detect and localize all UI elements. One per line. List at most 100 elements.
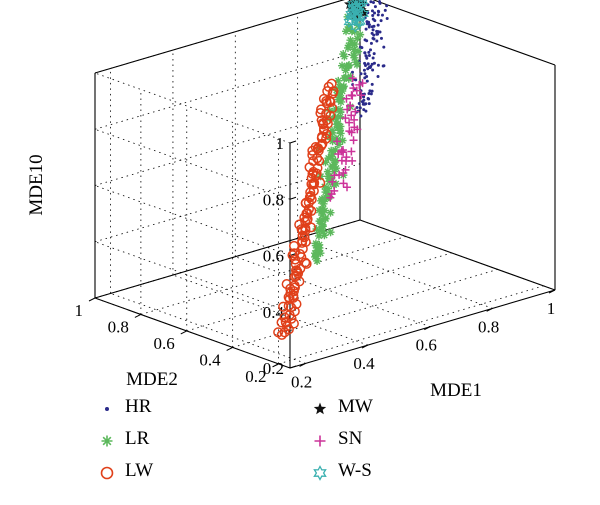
point-hr bbox=[375, 30, 379, 34]
point-hr bbox=[350, 70, 354, 74]
point-sn bbox=[328, 177, 337, 186]
point-hr bbox=[375, 39, 379, 43]
z-tick bbox=[289, 140, 297, 144]
point-sn bbox=[343, 183, 352, 192]
point-lr bbox=[320, 231, 329, 240]
y-tick bbox=[272, 363, 279, 368]
point-sn bbox=[351, 107, 360, 116]
point-lw bbox=[322, 86, 333, 97]
point-lr bbox=[338, 87, 347, 96]
point-lr bbox=[311, 251, 320, 260]
point-lr bbox=[332, 164, 341, 173]
point-lr bbox=[343, 43, 352, 52]
point-lr bbox=[331, 179, 340, 188]
point-hr bbox=[378, 0, 382, 4]
point-hr bbox=[378, 30, 382, 34]
point-hr bbox=[367, 102, 371, 106]
point-hr bbox=[372, 61, 376, 65]
point-ws bbox=[353, 0, 364, 8]
point-hr bbox=[369, 41, 373, 45]
point-hr bbox=[371, 28, 375, 32]
point-lr bbox=[336, 122, 345, 131]
point-lr bbox=[346, 36, 355, 45]
point-sn bbox=[342, 94, 351, 103]
point-hr bbox=[363, 51, 367, 55]
grid-line bbox=[94, 241, 291, 313]
point-sn bbox=[347, 147, 356, 156]
point-hr bbox=[363, 72, 367, 76]
point-hr bbox=[376, 74, 380, 78]
x-tick-label: 1 bbox=[547, 299, 556, 318]
y-tick bbox=[88, 297, 96, 302]
point-lr bbox=[313, 256, 322, 265]
point-hr bbox=[372, 33, 376, 37]
point-lr bbox=[323, 188, 332, 197]
axis-box-edge bbox=[372, 0, 556, 66]
x-tick bbox=[299, 362, 306, 367]
point-lr bbox=[342, 27, 351, 36]
point-lw bbox=[321, 95, 332, 107]
point-lr bbox=[353, 60, 362, 69]
grid-line bbox=[94, 50, 361, 130]
point-hr bbox=[385, 17, 389, 21]
grid-line bbox=[186, 252, 452, 332]
point-lw bbox=[314, 155, 325, 166]
point-hr bbox=[368, 89, 372, 93]
point-hr bbox=[385, 4, 389, 8]
point-hr bbox=[359, 114, 363, 118]
point-sn bbox=[347, 111, 356, 120]
point-lr bbox=[340, 74, 349, 83]
point-hr bbox=[362, 98, 366, 102]
x-tick bbox=[548, 289, 556, 294]
point-lr bbox=[336, 105, 345, 114]
grid-line bbox=[140, 236, 406, 315]
point-hr bbox=[379, 36, 383, 40]
grid-line bbox=[94, 128, 291, 200]
point-hr bbox=[373, 5, 377, 9]
grid-line bbox=[94, 107, 361, 186]
point-sn bbox=[349, 136, 358, 145]
point-lr bbox=[318, 220, 327, 229]
point-sn bbox=[345, 118, 354, 127]
point-lr bbox=[314, 231, 323, 240]
point-lr bbox=[353, 34, 362, 43]
point-lr bbox=[334, 89, 343, 98]
z-tick-label: 0.6 bbox=[263, 247, 284, 266]
point-lw bbox=[290, 258, 301, 270]
point-hr bbox=[360, 46, 364, 50]
point-sn bbox=[347, 91, 356, 100]
point-hr bbox=[369, 0, 373, 4]
point-lw bbox=[325, 110, 336, 121]
point-lr bbox=[321, 158, 330, 167]
point-lw bbox=[294, 249, 306, 260]
grid-line bbox=[94, 0, 345, 74]
z-tick bbox=[289, 196, 297, 200]
y-tick-label: 0.2 bbox=[245, 367, 266, 386]
point-sn bbox=[352, 86, 361, 95]
point-lr bbox=[327, 146, 336, 155]
point-lr bbox=[324, 154, 333, 163]
grid-line bbox=[232, 269, 498, 348]
point-hr bbox=[362, 95, 366, 99]
point-lr bbox=[331, 145, 340, 154]
point-hr bbox=[367, 97, 371, 101]
point-lr bbox=[354, 47, 363, 56]
point-lr bbox=[313, 246, 322, 255]
point-sn bbox=[342, 153, 351, 162]
point-lr bbox=[332, 120, 341, 129]
y-tick-label: 1 bbox=[75, 301, 84, 320]
point-lw bbox=[279, 312, 290, 323]
point-hr bbox=[367, 91, 371, 95]
point-lr bbox=[331, 114, 340, 123]
grid-line bbox=[94, 72, 291, 144]
point-lw bbox=[290, 265, 302, 276]
point-hr bbox=[367, 25, 371, 29]
point-hr bbox=[365, 75, 369, 79]
point-hr bbox=[363, 38, 367, 42]
y-axis-title: MDE2 bbox=[126, 369, 178, 390]
z-tick-label: 0.8 bbox=[263, 190, 284, 209]
point-hr bbox=[370, 82, 374, 86]
point-lr bbox=[315, 217, 324, 226]
point-lr bbox=[315, 226, 324, 235]
axis-box-edge bbox=[94, 0, 345, 74]
